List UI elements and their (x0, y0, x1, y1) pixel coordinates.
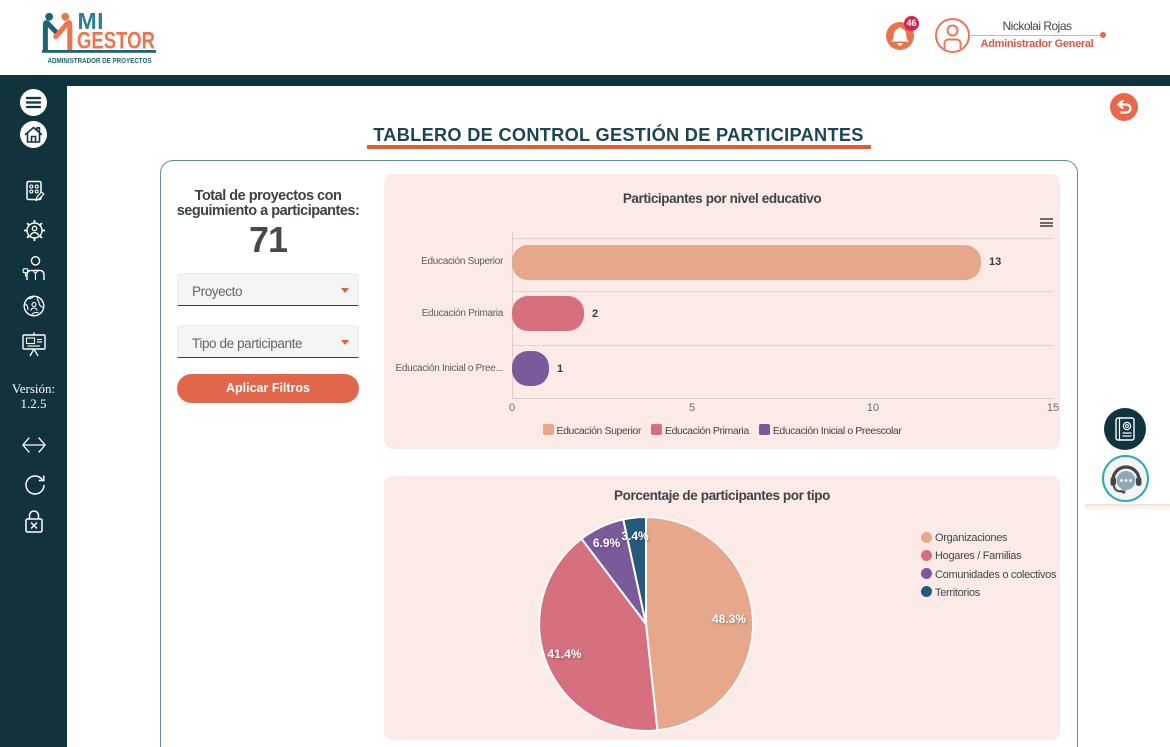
svg-text:MI: MI (78, 8, 105, 34)
svg-text:3.4%: 3.4% (621, 529, 649, 543)
svg-text:ADMINISTRADOR DE PROYECTOS: ADMINISTRADOR DE PROYECTOS (48, 56, 152, 65)
svg-text:48.3%: 48.3% (712, 612, 746, 626)
svg-text:6.9%: 6.9% (593, 536, 621, 550)
svg-text:GESTOR: GESTOR (77, 27, 155, 54)
svg-text:41.4%: 41.4% (547, 647, 581, 661)
